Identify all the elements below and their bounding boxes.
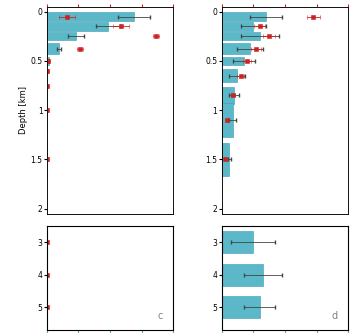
Bar [222, 12, 266, 21]
Bar [222, 32, 260, 40]
Text: c: c [158, 311, 163, 321]
Text: d: d [332, 311, 338, 321]
Bar [222, 69, 237, 82]
Bar [47, 12, 134, 21]
Bar [222, 103, 233, 137]
Bar [222, 22, 253, 31]
Bar [222, 43, 250, 54]
Bar [47, 57, 49, 65]
Bar [222, 57, 244, 65]
Bar [47, 43, 59, 54]
Bar [222, 296, 260, 318]
Bar [222, 143, 229, 176]
Bar [47, 32, 76, 40]
Y-axis label: Depth [km]: Depth [km] [19, 86, 28, 134]
Bar [222, 264, 263, 286]
Bar [47, 22, 108, 31]
Bar [222, 87, 234, 104]
Bar [222, 231, 253, 253]
